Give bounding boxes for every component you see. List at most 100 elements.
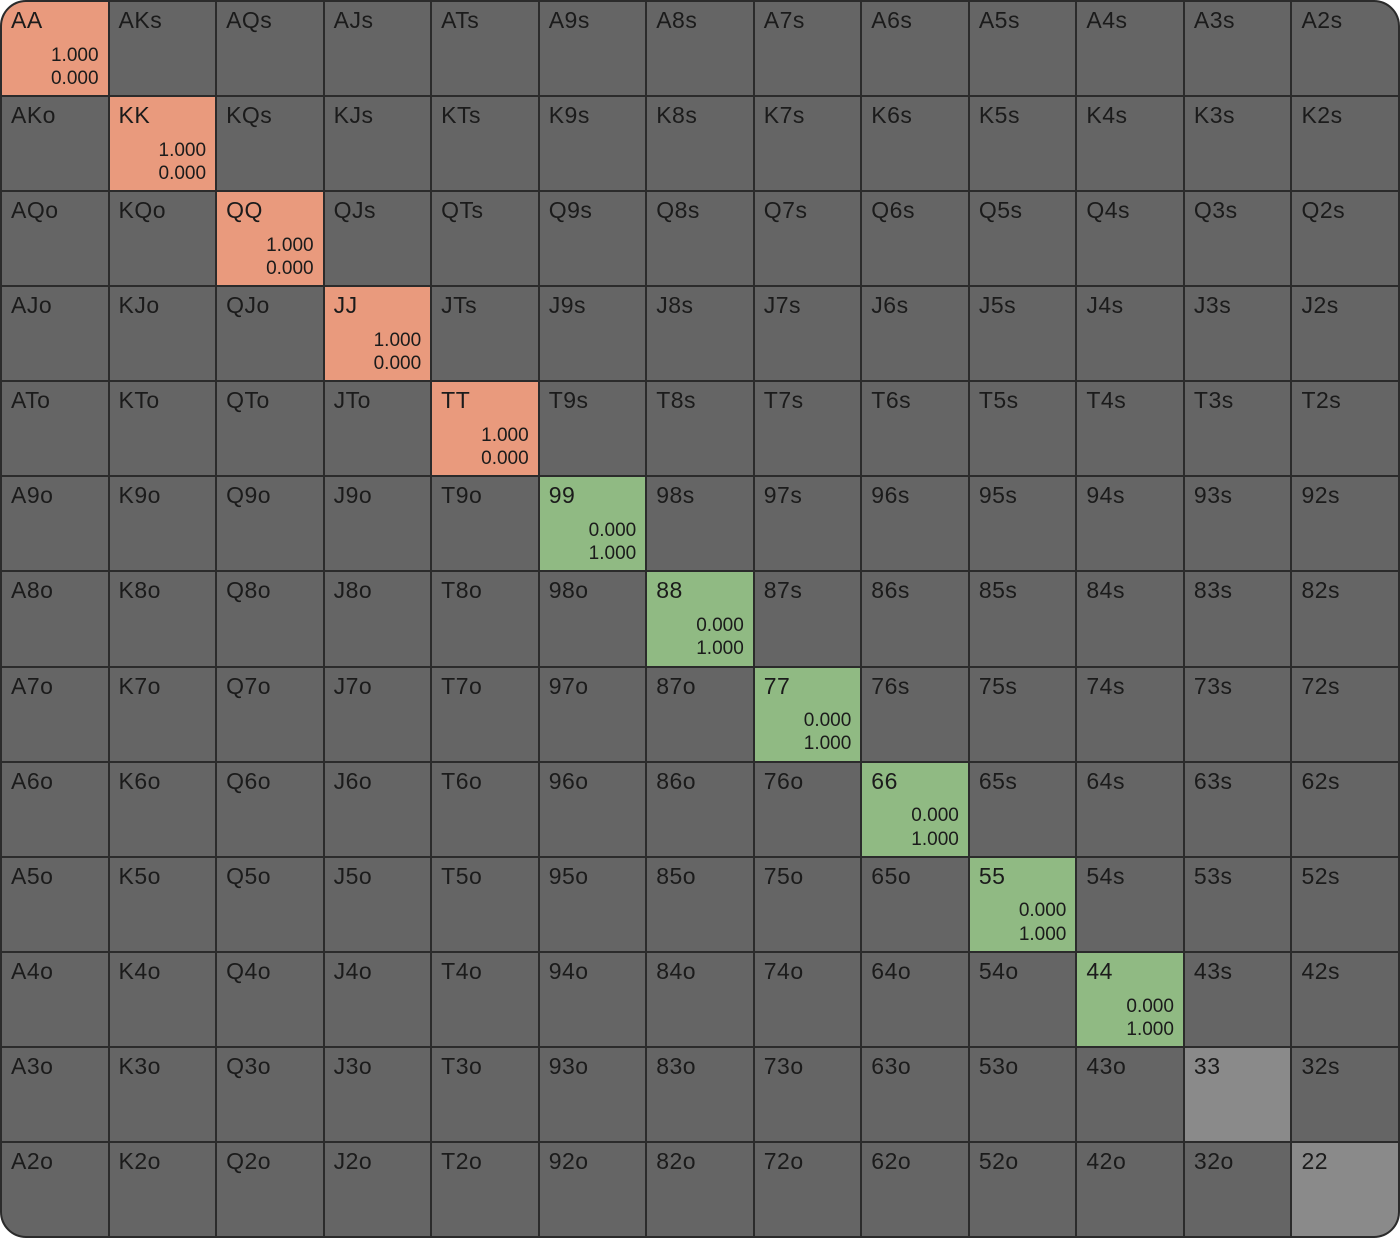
hand-cell-42o[interactable]: 42o xyxy=(1077,1142,1183,1236)
hand-cell-A9o[interactable]: A9o xyxy=(2,477,108,571)
hand-cell-Q8s[interactable]: Q8s xyxy=(647,192,753,286)
hand-cell-Q6o[interactable]: Q6o xyxy=(217,762,323,856)
hand-cell-A8o[interactable]: A8o xyxy=(2,572,108,666)
hand-cell-J9o[interactable]: J9o xyxy=(324,477,431,571)
hand-cell-A7o[interactable]: A7o xyxy=(2,667,108,761)
hand-cell-A6s[interactable]: A6s xyxy=(862,2,968,96)
hand-cell-ATs[interactable]: ATs xyxy=(432,2,538,96)
hand-cell-KJs[interactable]: KJs xyxy=(324,97,431,191)
hand-cell-22[interactable]: 22 xyxy=(1292,1142,1398,1236)
hand-cell-65s[interactable]: 65s xyxy=(969,762,1076,856)
hand-cell-73s[interactable]: 73s xyxy=(1184,667,1291,761)
hand-cell-97o[interactable]: 97o xyxy=(539,667,646,761)
hand-cell-T8s[interactable]: T8s xyxy=(647,382,753,476)
hand-cell-66[interactable]: 66 0.000 1.000 xyxy=(862,762,968,856)
hand-cell-K3s[interactable]: K3s xyxy=(1184,97,1291,191)
hand-cell-83o[interactable]: 83o xyxy=(647,1047,753,1141)
hand-cell-33[interactable]: 33 xyxy=(1184,1047,1291,1141)
hand-cell-74s[interactable]: 74s xyxy=(1077,667,1183,761)
hand-cell-AA[interactable]: AA 1.000 0.000 xyxy=(2,2,108,96)
hand-cell-KQo[interactable]: KQo xyxy=(109,192,216,286)
hand-cell-55[interactable]: 55 0.000 1.000 xyxy=(969,857,1076,951)
hand-cell-T3s[interactable]: T3s xyxy=(1184,382,1291,476)
hand-cell-98s[interactable]: 98s xyxy=(647,477,753,571)
hand-cell-Q2o[interactable]: Q2o xyxy=(217,1142,323,1236)
hand-cell-J7s[interactable]: J7s xyxy=(754,287,861,381)
hand-cell-T6s[interactable]: T6s xyxy=(862,382,968,476)
hand-cell-A2o[interactable]: A2o xyxy=(2,1142,108,1236)
hand-cell-76s[interactable]: 76s xyxy=(862,667,968,761)
hand-cell-K5s[interactable]: K5s xyxy=(969,97,1076,191)
hand-cell-J9s[interactable]: J9s xyxy=(539,287,646,381)
hand-cell-J3s[interactable]: J3s xyxy=(1184,287,1291,381)
hand-cell-K6o[interactable]: K6o xyxy=(109,762,216,856)
hand-cell-K2s[interactable]: K2s xyxy=(1292,97,1398,191)
hand-cell-AJo[interactable]: AJo xyxy=(2,287,108,381)
hand-cell-77[interactable]: 77 0.000 1.000 xyxy=(754,667,861,761)
hand-cell-63o[interactable]: 63o xyxy=(862,1047,968,1141)
hand-cell-K8s[interactable]: K8s xyxy=(647,97,753,191)
hand-cell-T8o[interactable]: T8o xyxy=(432,572,538,666)
hand-cell-Q4s[interactable]: Q4s xyxy=(1077,192,1183,286)
hand-cell-Q6s[interactable]: Q6s xyxy=(862,192,968,286)
hand-cell-QTs[interactable]: QTs xyxy=(432,192,538,286)
hand-cell-83s[interactable]: 83s xyxy=(1184,572,1291,666)
hand-cell-82o[interactable]: 82o xyxy=(647,1142,753,1236)
hand-cell-Q7o[interactable]: Q7o xyxy=(217,667,323,761)
hand-cell-AQo[interactable]: AQo xyxy=(2,192,108,286)
hand-cell-Q9s[interactable]: Q9s xyxy=(539,192,646,286)
hand-cell-J7o[interactable]: J7o xyxy=(324,667,431,761)
hand-cell-92o[interactable]: 92o xyxy=(539,1142,646,1236)
hand-cell-64o[interactable]: 64o xyxy=(862,952,968,1046)
hand-cell-86o[interactable]: 86o xyxy=(647,762,753,856)
hand-cell-93s[interactable]: 93s xyxy=(1184,477,1291,571)
hand-cell-87o[interactable]: 87o xyxy=(647,667,753,761)
hand-cell-QJs[interactable]: QJs xyxy=(324,192,431,286)
hand-cell-Q8o[interactable]: Q8o xyxy=(217,572,323,666)
hand-cell-JJ[interactable]: JJ 1.000 0.000 xyxy=(324,287,431,381)
hand-cell-Q4o[interactable]: Q4o xyxy=(217,952,323,1046)
hand-cell-82s[interactable]: 82s xyxy=(1292,572,1398,666)
hand-cell-KTo[interactable]: KTo xyxy=(109,382,216,476)
hand-cell-A4o[interactable]: A4o xyxy=(2,952,108,1046)
hand-cell-A3s[interactable]: A3s xyxy=(1184,2,1291,96)
hand-cell-J8o[interactable]: J8o xyxy=(324,572,431,666)
hand-cell-J5o[interactable]: J5o xyxy=(324,857,431,951)
hand-cell-K8o[interactable]: K8o xyxy=(109,572,216,666)
hand-cell-T3o[interactable]: T3o xyxy=(432,1047,538,1141)
hand-cell-AKo[interactable]: AKo xyxy=(2,97,108,191)
hand-cell-KTs[interactable]: KTs xyxy=(432,97,538,191)
hand-cell-KQs[interactable]: KQs xyxy=(217,97,323,191)
hand-cell-63s[interactable]: 63s xyxy=(1184,762,1291,856)
hand-cell-62s[interactable]: 62s xyxy=(1292,762,1398,856)
hand-cell-T2o[interactable]: T2o xyxy=(432,1142,538,1236)
hand-cell-J6o[interactable]: J6o xyxy=(324,762,431,856)
hand-cell-JTo[interactable]: JTo xyxy=(324,382,431,476)
hand-cell-72o[interactable]: 72o xyxy=(754,1142,861,1236)
hand-cell-Q5s[interactable]: Q5s xyxy=(969,192,1076,286)
hand-cell-84s[interactable]: 84s xyxy=(1077,572,1183,666)
hand-cell-T7o[interactable]: T7o xyxy=(432,667,538,761)
hand-cell-Q2s[interactable]: Q2s xyxy=(1292,192,1398,286)
hand-cell-95o[interactable]: 95o xyxy=(539,857,646,951)
hand-cell-K4s[interactable]: K4s xyxy=(1077,97,1183,191)
hand-cell-K7o[interactable]: K7o xyxy=(109,667,216,761)
hand-cell-K6s[interactable]: K6s xyxy=(862,97,968,191)
hand-cell-72s[interactable]: 72s xyxy=(1292,667,1398,761)
hand-cell-93o[interactable]: 93o xyxy=(539,1047,646,1141)
hand-cell-92s[interactable]: 92s xyxy=(1292,477,1398,571)
hand-cell-K2o[interactable]: K2o xyxy=(109,1142,216,1236)
hand-cell-QTo[interactable]: QTo xyxy=(217,382,323,476)
hand-cell-Q5o[interactable]: Q5o xyxy=(217,857,323,951)
hand-cell-62o[interactable]: 62o xyxy=(862,1142,968,1236)
hand-cell-J2s[interactable]: J2s xyxy=(1292,287,1398,381)
hand-cell-K7s[interactable]: K7s xyxy=(754,97,861,191)
hand-cell-AJs[interactable]: AJs xyxy=(324,2,431,96)
hand-cell-A3o[interactable]: A3o xyxy=(2,1047,108,1141)
hand-cell-84o[interactable]: 84o xyxy=(647,952,753,1046)
hand-cell-T9o[interactable]: T9o xyxy=(432,477,538,571)
hand-cell-J8s[interactable]: J8s xyxy=(647,287,753,381)
hand-cell-A4s[interactable]: A4s xyxy=(1077,2,1183,96)
hand-cell-A9s[interactable]: A9s xyxy=(539,2,646,96)
hand-cell-T4s[interactable]: T4s xyxy=(1077,382,1183,476)
